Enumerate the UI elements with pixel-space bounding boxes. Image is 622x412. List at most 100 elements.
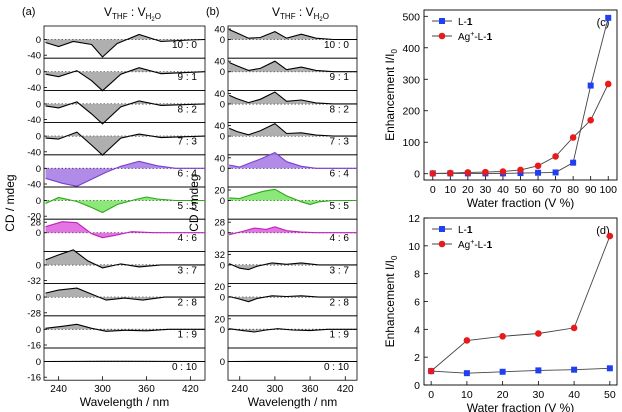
ratio-label: 4 : 6 xyxy=(178,233,198,244)
y-tick-label: 32 xyxy=(214,250,225,261)
x-tick-label: 420 xyxy=(337,384,354,395)
data-point xyxy=(427,367,435,375)
x-tick-label: 360 xyxy=(302,384,319,395)
y-tick-label: 8 xyxy=(414,269,420,281)
x-tick-label: 90 xyxy=(585,184,597,196)
data-point xyxy=(605,14,612,21)
x-tick-label: 100 xyxy=(599,184,617,196)
y-tick-label: 20 xyxy=(214,282,225,293)
x-tick-label: 0 xyxy=(430,184,436,196)
ratio-label: 5 : 5 xyxy=(330,201,350,212)
cd-subplot: 2 : 8 200 xyxy=(214,282,358,317)
panel-label: (b) xyxy=(206,6,219,18)
y-tick-label: 500 xyxy=(402,11,420,23)
series-ag-l1: Ag+-L-1 xyxy=(427,232,614,375)
y-tick-label: -16 xyxy=(27,373,41,384)
data-point xyxy=(552,169,559,176)
ratio-label: 4 : 6 xyxy=(330,233,350,244)
y-tick-label: 0 xyxy=(220,35,225,46)
cd-curve xyxy=(45,100,206,125)
y-axis-label: CD / mdeg xyxy=(187,174,201,231)
data-point xyxy=(482,168,489,176)
data-point xyxy=(569,134,577,141)
x-tick-label: 70 xyxy=(550,184,562,196)
subplot-frame xyxy=(227,347,358,381)
data-point xyxy=(499,368,506,375)
y-axis-label: CD / mdeg xyxy=(3,174,17,231)
y-tick-label: 400 xyxy=(402,43,420,55)
y-tick-label: 0 xyxy=(36,35,41,46)
header-sep: : V xyxy=(128,5,146,19)
header-sub-h: H xyxy=(146,12,152,21)
y-axis-label-sub: 0 xyxy=(390,255,399,260)
series-l1: L-1 xyxy=(429,14,612,177)
header-v: V xyxy=(104,5,112,19)
cd-fill-area xyxy=(229,61,357,72)
ratio-label: 5 : 5 xyxy=(178,201,198,212)
y-tick-label: 0 xyxy=(36,132,41,143)
data-point xyxy=(535,367,542,374)
ratio-label: 10 : 0 xyxy=(172,40,197,51)
cd-curve xyxy=(45,33,206,58)
cd-curve xyxy=(45,287,205,301)
header-sep: : V xyxy=(296,5,314,19)
y-tick-label: 0 xyxy=(220,293,225,304)
y-tick-label: 0 xyxy=(220,357,225,368)
x-tick-label: 360 xyxy=(138,384,155,395)
data-point xyxy=(604,80,612,88)
cd-subplot: 9 : 1 400 xyxy=(214,57,358,91)
legend-mid: -L- xyxy=(474,32,486,43)
legend-prefix: L- xyxy=(458,17,467,28)
y-tick-label: 40 xyxy=(214,153,225,164)
ratio-label: 8 : 2 xyxy=(330,104,350,115)
plot-frame xyxy=(423,217,618,386)
plot-frame xyxy=(423,9,618,181)
legend-prefix: L- xyxy=(458,225,467,236)
cd-fill-area xyxy=(45,161,205,187)
legend-bold: 1 xyxy=(487,32,493,43)
cd-subplot: 3 : 7 320 xyxy=(214,250,358,284)
x-tick-label: 420 xyxy=(182,384,199,395)
x-tick-label: 300 xyxy=(267,384,284,395)
y-tick-label: 20 xyxy=(214,314,225,325)
subplot-frame xyxy=(43,347,206,381)
legend-bold: 1 xyxy=(487,240,493,251)
ratio-label: 8 : 2 xyxy=(178,104,198,115)
cd-subplot: 3 : 7 0 -32 xyxy=(27,249,206,287)
cd-subplot: 1 : 9 200 xyxy=(214,314,358,349)
cd-curve xyxy=(228,91,357,105)
y-tick-label: 0 xyxy=(36,260,41,271)
y-tick-label: 4 xyxy=(414,324,420,336)
legend-prefix: Ag xyxy=(458,32,470,43)
cd-subplot: 8 : 2 400 xyxy=(214,89,358,124)
header-sub-thf: THF xyxy=(112,12,128,21)
x-tick-label: 40 xyxy=(497,184,509,196)
y-tick-label: 0 xyxy=(36,67,41,78)
legend-bold: 1 xyxy=(467,225,473,236)
data-point xyxy=(571,366,578,373)
legend-bold: 1 xyxy=(467,17,473,28)
header-sub-h: H xyxy=(314,12,320,21)
legend-marker xyxy=(439,226,445,232)
ratio-header: VTHF : VH2O xyxy=(272,5,329,23)
ratio-label: 6 : 4 xyxy=(178,169,198,180)
legend-mid: -L- xyxy=(474,240,486,251)
y-tick-label: -20 xyxy=(27,212,41,223)
cd-subplot: 8 : 2 0 -40 xyxy=(27,90,206,126)
cd-fill-area xyxy=(229,29,357,40)
cd-subplot: 9 : 1 0 -40 xyxy=(27,57,206,94)
y-tick-label: 300 xyxy=(402,74,420,86)
data-point xyxy=(464,169,472,176)
x-tick-label: 80 xyxy=(567,184,579,196)
y-axis-label-main: Enhancement I/I xyxy=(383,54,397,141)
cd-fill-area xyxy=(229,226,357,235)
cd-subplot: 1 : 9 0 -16 xyxy=(27,315,206,352)
ratio-label: 3 : 7 xyxy=(178,265,198,276)
cd-fill-area xyxy=(229,189,357,205)
y-tick-label: 0 xyxy=(36,293,41,304)
data-point xyxy=(587,82,594,89)
y-tick-label: -16 xyxy=(27,341,41,352)
y-tick-label: 0 xyxy=(220,99,225,110)
cd-subplot: 7 : 3 400 xyxy=(214,121,358,156)
y-tick-label: -40 xyxy=(27,51,41,62)
